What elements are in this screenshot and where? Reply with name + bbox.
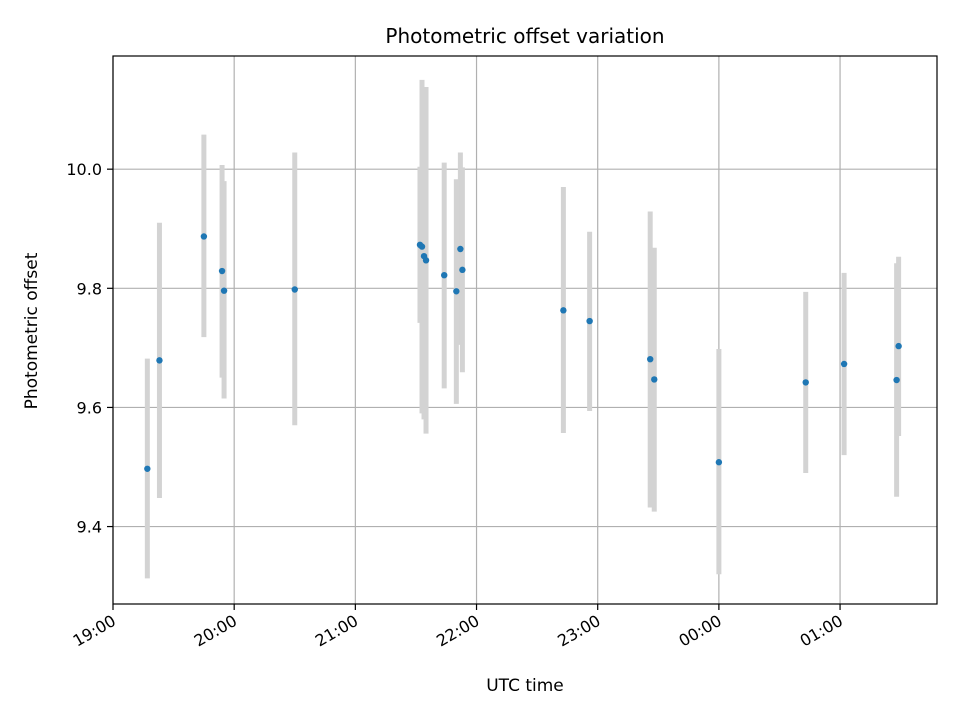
data-point <box>144 465 151 472</box>
data-point <box>453 288 460 295</box>
data-point <box>895 342 902 350</box>
y-tick-label: 9.4 <box>77 518 102 537</box>
data-point <box>200 233 208 240</box>
data-point <box>291 286 298 293</box>
data-point <box>840 360 848 368</box>
plot-area-frame <box>112 55 938 605</box>
x-tick-label: 01:00 <box>797 611 846 651</box>
y-tick-label: 9.8 <box>77 279 102 298</box>
data-point <box>459 266 466 274</box>
x-tick-label: 21:00 <box>312 611 361 651</box>
data-point <box>220 287 228 294</box>
data-point <box>647 355 654 363</box>
x-tick-label: 20:00 <box>191 611 240 651</box>
x-tick-label: 22:00 <box>433 611 482 651</box>
data-point <box>457 245 464 253</box>
data-point <box>441 272 448 279</box>
data-point <box>560 307 567 314</box>
x-tick-label: 23:00 <box>554 611 603 651</box>
error-bars <box>144 79 902 579</box>
data-point <box>802 379 809 386</box>
data-point <box>218 267 226 275</box>
x-tick-label: 19:00 <box>70 611 119 651</box>
data-point <box>156 357 163 364</box>
data-points <box>144 233 902 472</box>
y-axis-label: Photometric offset <box>22 252 42 409</box>
y-tick-label: 9.6 <box>77 398 102 417</box>
data-point <box>715 459 723 466</box>
chart-title: Photometric offset variation <box>385 24 664 48</box>
data-point <box>422 257 430 264</box>
data-point <box>586 317 593 325</box>
y-tick-label: 10.0 <box>66 160 102 179</box>
data-point <box>651 376 658 383</box>
x-axis-ticks: 19:00 20:00 21:00 22:00 23:00 00:00 01:00 <box>70 604 846 651</box>
y-axis-ticks: 9.4 9.6 9.8 10.0 <box>66 160 113 537</box>
x-tick-label: 00:00 <box>675 611 724 651</box>
data-point <box>418 243 426 250</box>
grid <box>112 56 937 604</box>
x-axis-label: UTC time <box>486 676 564 696</box>
data-point <box>893 376 900 384</box>
